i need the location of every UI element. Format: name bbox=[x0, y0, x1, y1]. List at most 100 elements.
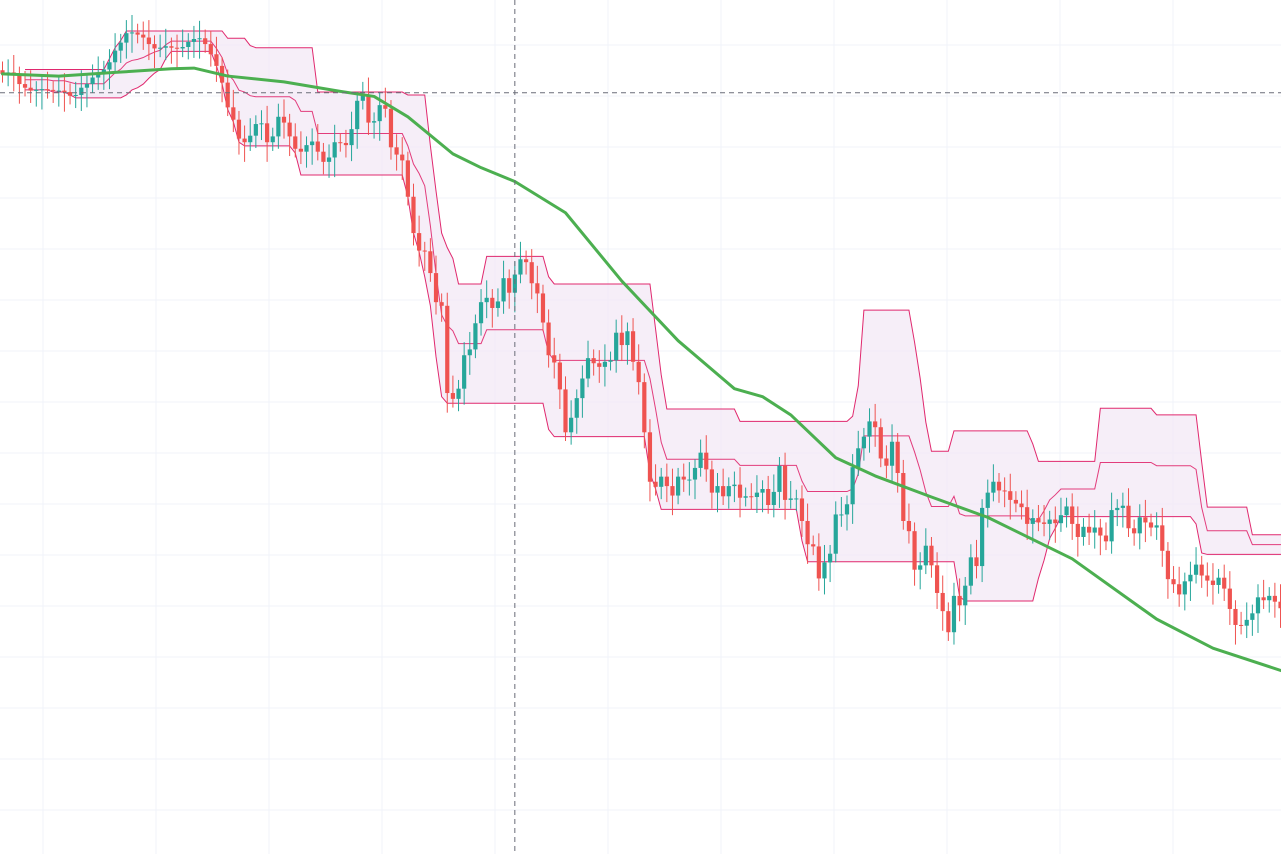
candle-body-down bbox=[957, 595, 962, 606]
candle-body-down bbox=[490, 297, 495, 308]
candle bbox=[51, 81, 56, 103]
candle-body-down bbox=[1086, 526, 1092, 533]
candle-body-down bbox=[1041, 522, 1047, 524]
candle bbox=[782, 452, 788, 520]
candle-body-down bbox=[1070, 506, 1075, 524]
candle bbox=[574, 389, 579, 434]
candle bbox=[743, 487, 748, 507]
candle bbox=[816, 533, 821, 591]
candle-body-down bbox=[225, 82, 230, 108]
candle-body-up bbox=[276, 116, 281, 137]
candle bbox=[670, 468, 675, 516]
channel-fill bbox=[25, 30, 1281, 601]
candle bbox=[445, 292, 450, 413]
candle bbox=[1182, 572, 1187, 611]
candle bbox=[1092, 510, 1097, 549]
candle bbox=[129, 15, 135, 53]
candle-body-up bbox=[985, 492, 990, 508]
candle bbox=[676, 467, 681, 505]
candle bbox=[1261, 579, 1266, 609]
candle-body-up bbox=[107, 62, 112, 70]
candle-body-up bbox=[270, 136, 275, 143]
candle bbox=[1086, 513, 1092, 545]
candle bbox=[1143, 499, 1148, 543]
candle bbox=[1120, 492, 1125, 528]
candle bbox=[557, 353, 562, 410]
candle-body-down bbox=[563, 389, 568, 433]
candle-body-down bbox=[62, 90, 67, 93]
candle-body-up bbox=[980, 507, 985, 567]
candle-body-down bbox=[535, 283, 540, 294]
candle-body-down bbox=[1002, 490, 1007, 492]
candle bbox=[495, 288, 501, 317]
candle-body-down bbox=[445, 305, 450, 394]
candle bbox=[844, 495, 850, 531]
candle-body-down bbox=[417, 233, 422, 251]
candle-body-up bbox=[163, 46, 168, 48]
candle bbox=[912, 522, 917, 586]
candle bbox=[326, 144, 332, 178]
candle-body-down bbox=[1210, 580, 1216, 585]
candle bbox=[625, 322, 630, 365]
candle-body-down bbox=[901, 473, 906, 521]
candle-body-down bbox=[766, 489, 771, 505]
candle-body-up bbox=[1137, 517, 1142, 534]
candle bbox=[84, 75, 90, 108]
candle bbox=[135, 23, 140, 44]
candle-body-down bbox=[811, 544, 816, 547]
candle-body-up bbox=[355, 100, 360, 130]
candle bbox=[113, 33, 118, 71]
candle bbox=[946, 602, 951, 641]
candle bbox=[963, 576, 968, 625]
candle-body-up bbox=[96, 73, 101, 78]
candle bbox=[1053, 506, 1058, 543]
candle bbox=[124, 20, 129, 59]
candle-body-up bbox=[118, 42, 123, 51]
candle bbox=[732, 471, 737, 503]
candle-body-down bbox=[1025, 507, 1030, 524]
candle bbox=[34, 81, 39, 107]
candle-body-down bbox=[422, 250, 427, 252]
candle bbox=[1109, 492, 1114, 554]
moving-average-layer bbox=[1, 66, 1281, 673]
candle-body-down bbox=[1036, 518, 1041, 523]
candle bbox=[692, 459, 698, 500]
candle-body-down bbox=[51, 89, 56, 91]
candle bbox=[1098, 518, 1103, 556]
candle-body-up bbox=[79, 87, 84, 95]
candle-body-down bbox=[906, 520, 912, 532]
candle-body-up bbox=[191, 38, 197, 42]
candle bbox=[878, 418, 883, 468]
candle-body-down bbox=[411, 196, 416, 234]
candle bbox=[1216, 568, 1221, 594]
candle bbox=[507, 269, 512, 309]
candle-body-up bbox=[34, 89, 39, 91]
candle-body-down bbox=[1199, 564, 1204, 576]
candle bbox=[1255, 584, 1261, 633]
candle bbox=[529, 249, 534, 300]
candle bbox=[152, 35, 157, 69]
candle bbox=[450, 375, 455, 408]
candle bbox=[236, 110, 242, 155]
candle-body-down bbox=[1019, 503, 1024, 508]
candle-body-up bbox=[253, 124, 258, 136]
candle bbox=[355, 92, 360, 149]
candle-body-up bbox=[777, 465, 782, 492]
candle-body-up bbox=[484, 297, 489, 303]
candle-body-up bbox=[478, 302, 484, 324]
candle-body-down bbox=[946, 611, 951, 633]
candle bbox=[146, 20, 151, 61]
candle bbox=[715, 473, 720, 513]
channel-lower-line bbox=[25, 50, 1281, 602]
candle bbox=[1103, 522, 1109, 551]
candle bbox=[1267, 587, 1272, 613]
candle bbox=[388, 100, 394, 160]
candle bbox=[462, 342, 467, 405]
candle-body-down bbox=[400, 154, 405, 161]
candle-body-up bbox=[732, 484, 737, 487]
candle-body-down bbox=[214, 54, 219, 66]
candle-body-down bbox=[642, 382, 647, 433]
candle bbox=[1002, 477, 1007, 508]
